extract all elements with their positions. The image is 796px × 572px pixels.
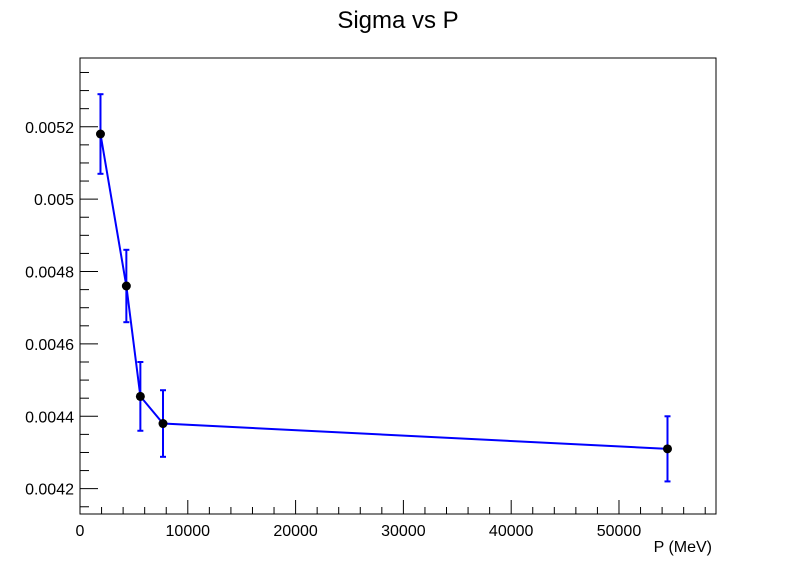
data-point <box>158 419 168 429</box>
data-point <box>121 281 131 291</box>
y-tick-label: 0.0048 <box>25 265 74 282</box>
data-series <box>95 93 672 483</box>
chart-title: Sigma vs P <box>337 7 458 34</box>
x-axis-label: P (MeV) <box>654 539 712 556</box>
x-tick-label: 30000 <box>381 523 426 540</box>
data-point <box>95 129 105 139</box>
data-point <box>135 391 145 401</box>
y-tick-label: 0.005 <box>34 192 74 209</box>
y-tick-label: 0.0052 <box>25 120 74 137</box>
plot-frame <box>79 57 717 515</box>
x-tick-label: 10000 <box>166 523 211 540</box>
x-tick-label: 0 <box>76 523 85 540</box>
y-tick-label: 0.0042 <box>25 482 74 499</box>
x-axis: 0 10000 20000 30000 40000 50000 <box>76 500 706 540</box>
data-point <box>662 444 672 454</box>
x-tick-label: 40000 <box>489 523 534 540</box>
x-tick-label: 50000 <box>597 523 642 540</box>
y-tick-label: 0.0044 <box>25 409 74 426</box>
y-axis: 0.0042 0.0044 0.0046 0.0048 0.005 0.0052 <box>25 71 98 508</box>
y-tick-label: 0.0046 <box>25 337 74 354</box>
x-tick-label: 20000 <box>273 523 318 540</box>
